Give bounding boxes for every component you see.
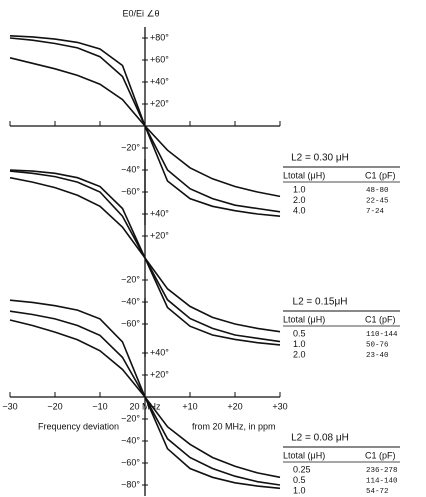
legend-header: C1 (pF): [365, 314, 396, 324]
y-tick-label: +60°: [150, 54, 169, 64]
y-tick-label: −60°: [121, 318, 140, 328]
y-tick-label: +80°: [150, 32, 169, 42]
y-tick-label: −40°: [121, 435, 140, 445]
y-tick-label: −60°: [121, 457, 140, 467]
x-tick-label: −10: [92, 401, 107, 411]
y-tick-label: +20°: [150, 369, 169, 379]
curve: [9, 319, 281, 479]
legend-c1: 114-140: [366, 477, 398, 485]
y-tick-label: −80°: [121, 479, 140, 489]
x-axis-label: from 20 MHz, in ppm: [192, 421, 276, 431]
legend-c1: 7-24: [366, 208, 385, 216]
x-tick-label: +10: [182, 401, 197, 411]
legend-c1: 50-76: [366, 341, 389, 349]
curve: [9, 176, 281, 333]
legend-header: Ltotal (μH): [283, 170, 325, 180]
legend-c1: 236-278: [366, 467, 398, 475]
x-tick-label: 20 MHz: [129, 401, 161, 411]
legend-entry: 4.0: [293, 205, 306, 215]
y-tick-label: +20°: [150, 98, 169, 108]
y-tick-label: −40°: [121, 164, 140, 174]
y-axis-label: E0/Ei ∠θ: [122, 8, 159, 18]
x-tick-label: +20: [227, 401, 242, 411]
legend-title: L2 = 0.30 μH: [291, 153, 349, 164]
legend-entry: 0.25: [293, 464, 311, 474]
y-tick-label: −20°: [121, 274, 140, 284]
legend-title: L2 = 0.08 μH: [291, 433, 349, 444]
y-tick-label: −60°: [121, 186, 140, 196]
y-tick-label: −20°: [121, 413, 140, 423]
y-tick-label: +20°: [150, 230, 169, 240]
legend-header: Ltotal (μH): [283, 314, 325, 324]
legend-c1: 54-72: [366, 488, 389, 496]
legend-header: C1 (pF): [365, 450, 396, 460]
legend-entry: 1.0: [293, 339, 306, 349]
x-axis-label: Frequency deviation: [38, 421, 119, 431]
legend-entry: 1.0: [293, 485, 306, 495]
legend-entry: 2.0: [293, 195, 306, 205]
legend-c1: 110-144: [366, 331, 398, 339]
legend-header: Ltotal (μH): [283, 450, 325, 460]
x-tick-label: +30: [272, 401, 287, 411]
legend-c1: 23-40: [366, 352, 389, 360]
legend-entry: 0.5: [293, 475, 306, 485]
y-tick-label: −20°: [121, 142, 140, 152]
x-tick-label: −30: [2, 401, 17, 411]
legend-entry: 1.0: [293, 184, 306, 194]
legend-title: L2 = 0.15μH: [293, 297, 348, 308]
y-tick-label: +40°: [150, 347, 169, 357]
y-tick-label: −40°: [121, 296, 140, 306]
y-tick-label: +40°: [150, 208, 169, 218]
x-tick-label: −20: [47, 401, 62, 411]
legend-c1: 22-45: [366, 197, 389, 205]
legend-c1: 48-80: [366, 187, 389, 195]
y-tick-label: +40°: [150, 76, 169, 86]
legend-entry: 2.0: [293, 349, 306, 359]
legend-entry: 0.5: [293, 328, 306, 338]
legend-header: C1 (pF): [365, 170, 396, 180]
curve: [9, 57, 281, 198]
